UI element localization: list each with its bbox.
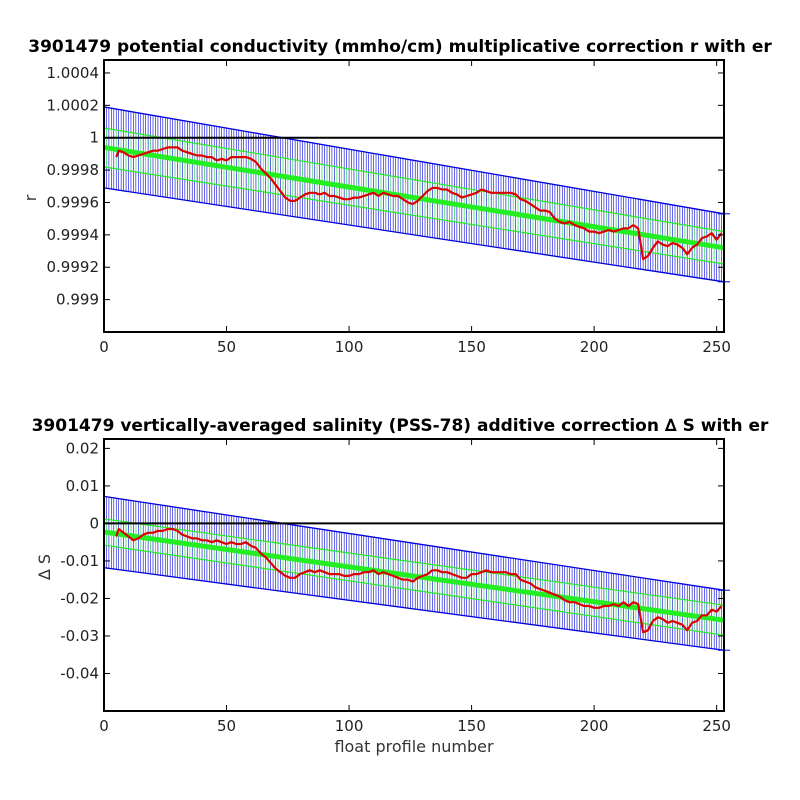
x-axis-label: float profile number [334, 737, 494, 756]
error-band [103, 106, 730, 283]
y-tick-label: -0.01 [60, 552, 99, 570]
y-tick-label: 0.01 [66, 477, 99, 495]
y-axis-label: ∆ S [35, 554, 54, 581]
y-tick-label: 0 [89, 514, 99, 532]
x-tick-label: 50 [217, 717, 236, 735]
error-band-upper [103, 106, 725, 215]
y-tick-label: -0.02 [60, 589, 99, 607]
error-band-upper [103, 495, 725, 591]
x-tick-label: 0 [99, 338, 109, 356]
plot-frame [103, 438, 725, 712]
fit-error-upper [103, 127, 725, 233]
fit-line [103, 144, 725, 251]
data-series-line [115, 527, 723, 634]
chart-title: 3901479 vertically-averaged salinity (PS… [32, 416, 769, 436]
y-tick-label: 0.9996 [47, 193, 100, 211]
fit-error-upper [103, 518, 725, 606]
x-tick-label: 50 [217, 338, 236, 356]
chart-panel-conductivity-correction: 3901479 potential conductivity (mmho/cm)… [21, 37, 772, 356]
error-band-lower [103, 567, 725, 651]
plot-area: 0 50 100 150 200 250 -0.04 -0.03 -0.02 -0.01 0 0.01… [60, 438, 731, 735]
data-series-line [115, 146, 723, 261]
error-band [103, 495, 730, 651]
x-tick-label: 150 [457, 717, 486, 735]
x-tick-label: 100 [335, 338, 364, 356]
fit-error-lower [103, 544, 725, 636]
y-tick-label: 0.02 [66, 439, 99, 457]
y-tick-label: -0.04 [60, 664, 99, 682]
x-tick-label: 200 [580, 338, 609, 356]
plot-frame [103, 59, 725, 333]
y-tick-label: 1.0002 [47, 96, 100, 114]
x-tick-label: 200 [580, 717, 609, 735]
y-tick-label: 0.9994 [47, 226, 100, 244]
fit-error-lower [103, 166, 725, 265]
plot-area: 0 50 100 150 200 250 0.999 0.9992 0.9994 0.9996 0.… [47, 59, 731, 356]
y-tick-label: -0.03 [60, 627, 99, 645]
y-tick-label: 1.0004 [47, 64, 100, 82]
x-tick-label: 250 [702, 338, 731, 356]
x-tick-label: 150 [457, 338, 486, 356]
x-tick-label: 100 [335, 717, 364, 735]
y-tick-label: 0.9998 [47, 161, 100, 179]
error-band-lower [103, 187, 725, 283]
chart-panel-salinity-correction: 3901479 vertically-averaged salinity (PS… [32, 416, 769, 756]
x-tick-label: 0 [99, 717, 109, 735]
y-tick-label: 0.9992 [47, 258, 100, 276]
chart-title: 3901479 potential conductivity (mmho/cm)… [28, 37, 772, 57]
y-tick-label: 0.999 [56, 291, 99, 309]
y-axis-label: r [21, 194, 40, 201]
y-tick-label: 1 [89, 129, 99, 147]
x-tick-label: 250 [702, 717, 731, 735]
